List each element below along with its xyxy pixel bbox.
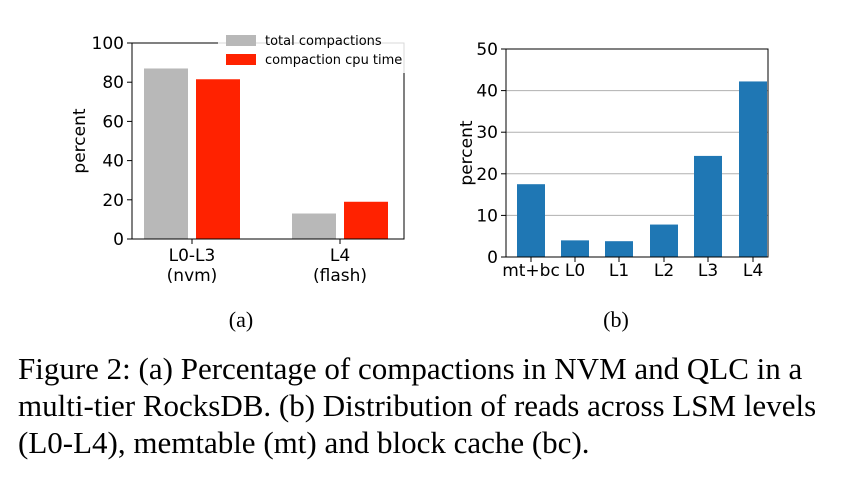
chart-b-y-tick-label: 20 <box>476 165 498 185</box>
chart-b-bar <box>650 224 678 257</box>
chart-a-y-tick-label: 100 <box>92 34 124 54</box>
chart-b-bar <box>605 241 633 257</box>
chart-b-bars <box>517 81 767 257</box>
chart-a-y-axis-label: percent <box>70 108 90 173</box>
chart-b-x-tick-label: L0 <box>565 261 585 281</box>
chart-b-y-tick-label: 30 <box>476 123 498 143</box>
chart-b-bar <box>694 155 722 257</box>
chart-a: 0 20 40 60 80 100 L0-L3(nvm) L4(flash) percent… <box>70 31 414 332</box>
chart-a-y-tick-label: 80 <box>102 73 124 93</box>
chart-a-y-tick-label: 0 <box>113 230 124 250</box>
chart-b-x-tick-label: L3 <box>698 261 718 281</box>
chart-b-x-tick-label: mt+bc <box>502 261 560 281</box>
chart-a-x-tick-sublabel: (flash) <box>313 266 367 286</box>
chart-a-x-tick-sublabel: (nvm) <box>167 266 218 286</box>
chart-b: 0 10 20 30 40 50 mt+bc L0 L1 L2 L3 L4 percent (b) <box>457 40 769 332</box>
chart-a-x-tick-label: L0-L3 <box>169 246 216 266</box>
chart-b-grid <box>506 90 768 216</box>
chart-b-bar <box>561 240 589 257</box>
figure-caption: Figure 2: (a) Percentage of compactions … <box>18 351 817 460</box>
chart-a-y-ticks: 0 20 40 60 80 100 <box>92 34 132 250</box>
chart-a-legend-swatch <box>226 54 256 65</box>
chart-b-x-tick-label: L2 <box>654 261 674 281</box>
chart-b-x-ticks: mt+bc L0 L1 L2 L3 L4 <box>502 257 763 281</box>
chart-b-y-tick-label: 10 <box>476 206 498 226</box>
chart-b-y-tick-label: 50 <box>476 40 498 60</box>
chart-a-subcaption: (a) <box>229 307 253 332</box>
chart-a-legend-swatch <box>226 35 256 46</box>
chart-a-legend-label: compaction cpu time <box>265 53 402 68</box>
chart-a-bar <box>144 68 188 239</box>
chart-a-bars <box>144 68 388 239</box>
chart-a-y-tick-label: 40 <box>102 152 124 172</box>
chart-b-frame <box>505 48 769 258</box>
chart-b-bar <box>517 184 545 257</box>
chart-a-legend-label: total compactions <box>265 34 382 49</box>
chart-b-axes-frame <box>505 48 769 258</box>
chart-a-x-tick-label: L4 <box>330 246 350 266</box>
chart-a-y-tick-label: 20 <box>102 191 124 211</box>
chart-a-bar <box>344 201 388 239</box>
chart-a-y-tick-label: 60 <box>102 112 124 132</box>
chart-a-bar <box>196 79 240 239</box>
chart-a-x-ticks: L0-L3(nvm) L4(flash) <box>167 239 367 286</box>
chart-b-y-axis-label: percent <box>457 120 477 185</box>
chart-a-legend: total compactions compaction cpu time <box>218 31 414 73</box>
chart-a-bar <box>292 213 336 239</box>
chart-b-x-tick-label: L4 <box>743 261 763 281</box>
chart-b-y-ticks: 0 10 20 30 40 50 <box>476 40 506 268</box>
chart-b-subcaption: (b) <box>603 307 629 332</box>
chart-b-y-tick-label: 40 <box>476 82 498 102</box>
chart-b-bar <box>739 81 767 257</box>
chart-b-y-tick-label: 0 <box>487 248 498 268</box>
chart-b-x-tick-label: L1 <box>609 261 629 281</box>
